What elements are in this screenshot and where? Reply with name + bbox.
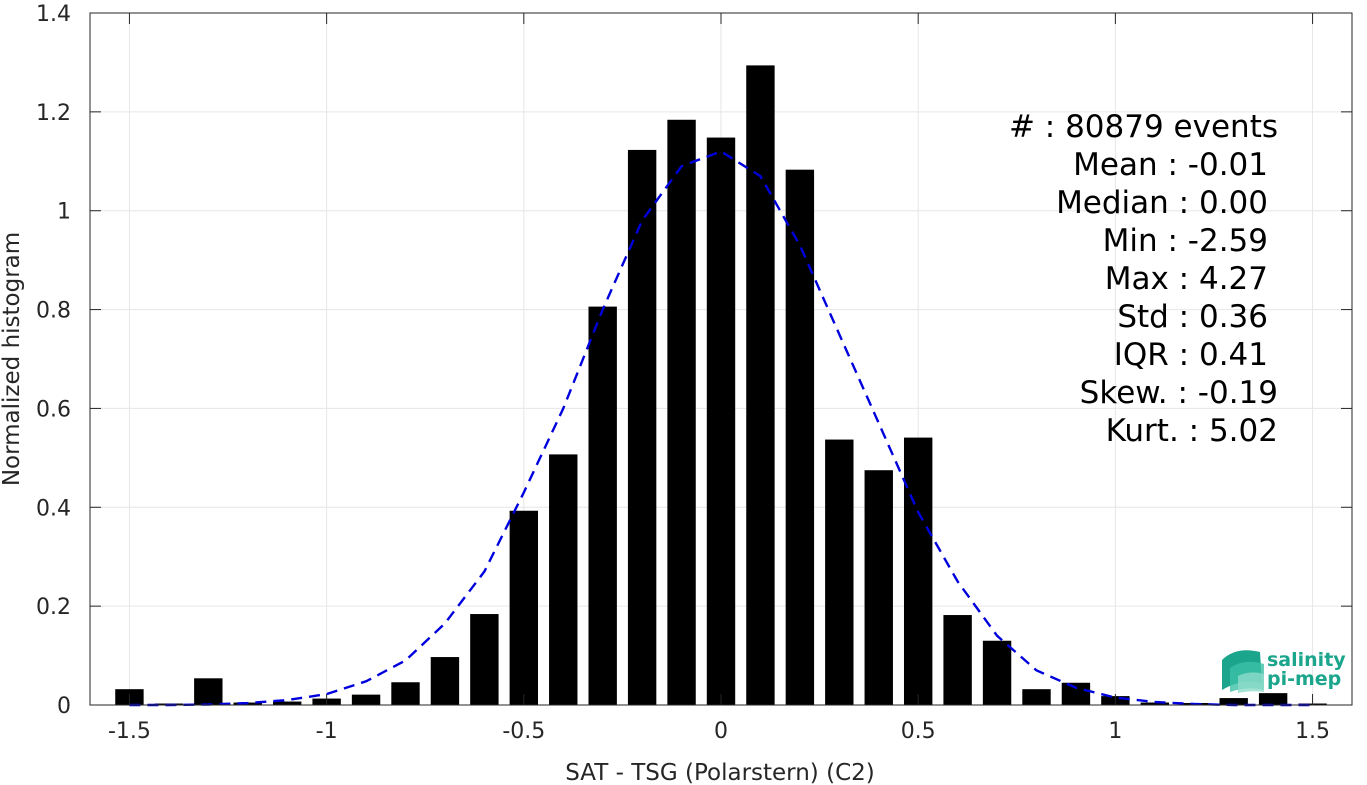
histogram-bar: [549, 454, 578, 705]
x-tick-label: -1.5: [108, 719, 151, 744]
y-tick-labels: 0 0.2 0.4 0.6 0.8 1 1.2 1.4: [36, 2, 71, 719]
x-tick-label: 1.5: [1295, 719, 1330, 744]
stat-iqr: IQR : 0.41: [1114, 337, 1268, 373]
stat-skew: Skew. : -0.19: [1080, 375, 1278, 411]
histogram-bar: [903, 437, 933, 705]
stat-std: Std : 0.36: [1117, 299, 1268, 335]
salinity-pimep-logo: salinity pi-mep: [1222, 649, 1346, 693]
x-tick-labels: -1.5 -1 -0.5 0 0.5 1 1.5: [108, 719, 1330, 744]
histogram-bar: [706, 137, 736, 705]
wave-logo-icon: [1222, 650, 1264, 693]
y-tick-label: 0.8: [36, 299, 71, 324]
logo-text-salinity: salinity: [1267, 649, 1346, 671]
histogram-bar: [1022, 689, 1051, 705]
axis-ticks: [90, 12, 1352, 706]
y-axis-label: Normalized histogram: [0, 232, 25, 486]
histogram-bar: [825, 439, 854, 705]
histogram-bar: [391, 682, 420, 705]
stat-max: Max : 4.27: [1105, 261, 1268, 297]
histogram-bar: [746, 65, 775, 705]
histogram-bar: [982, 640, 1012, 705]
x-axis-label: SAT - TSG (Polarstern) (C2): [565, 760, 874, 785]
histogram-bar: [1258, 693, 1288, 705]
y-tick-label: 1.2: [36, 101, 71, 126]
bar-series: [115, 65, 1327, 706]
histogram-bar: [627, 149, 657, 706]
histogram-bar: [943, 615, 972, 705]
histogram-bar: [1219, 698, 1248, 705]
x-tick-label: -0.5: [502, 719, 545, 744]
stat-median: Median : 0.00: [1056, 185, 1268, 221]
statistics-annotation: # : 80879 events Mean : -0.01 Median : 0…: [1009, 109, 1278, 449]
x-tick-label: -1: [316, 719, 338, 744]
histogram-bar: [194, 678, 223, 705]
stat-min: Min : -2.59: [1103, 223, 1268, 259]
histogram-bar: [351, 694, 381, 705]
x-tick-label: 0: [714, 719, 728, 744]
histogram-bar: [509, 510, 539, 705]
logo-text-pimep: pi-mep: [1267, 668, 1341, 690]
histogram-bar: [588, 306, 617, 705]
x-tick-label: 1: [1108, 719, 1122, 744]
y-tick-label: 0: [57, 694, 71, 719]
stat-kurt: Kurt. : 5.02: [1106, 413, 1278, 449]
y-tick-label: 0.4: [36, 496, 71, 521]
stat-count: # : 80879 events: [1009, 109, 1278, 145]
histogram-bar: [864, 470, 893, 705]
stat-mean: Mean : -0.01: [1073, 147, 1268, 183]
histogram-bar: [430, 657, 460, 705]
histogram-bar: [470, 614, 499, 705]
histogram-bar: [272, 701, 302, 705]
histogram-bar: [1140, 702, 1170, 705]
x-tick-label: 0.5: [901, 719, 936, 744]
histogram-bar: [1061, 682, 1091, 705]
y-tick-label: 1: [57, 200, 71, 225]
histogram-bar: [785, 169, 815, 705]
y-tick-label: 0.6: [36, 397, 71, 422]
y-tick-label: 0.2: [36, 595, 71, 620]
y-tick-label: 1.4: [36, 2, 71, 27]
histogram-bar: [667, 119, 696, 705]
